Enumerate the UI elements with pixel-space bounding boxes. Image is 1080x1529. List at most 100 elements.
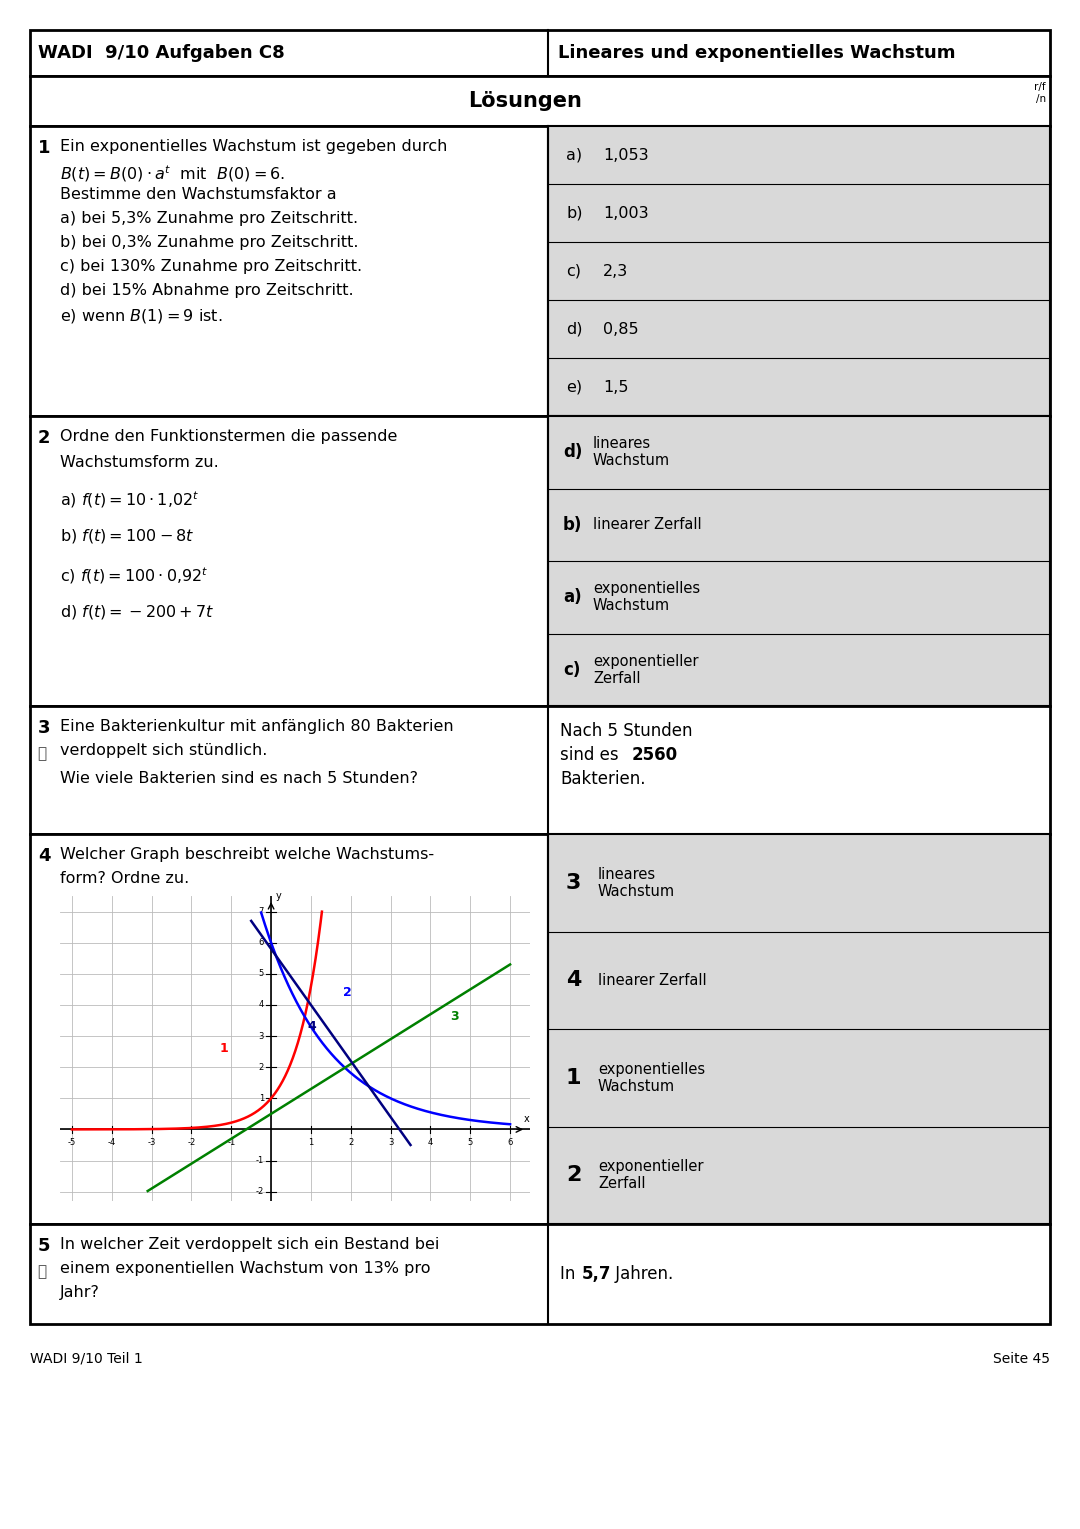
Text: 4: 4: [259, 1000, 264, 1009]
Text: a): a): [566, 147, 582, 162]
Text: 2: 2: [342, 986, 352, 998]
Text: exponentieller
Zerfall: exponentieller Zerfall: [598, 1159, 703, 1191]
Text: Bestimme den Wachstumsfaktor a: Bestimme den Wachstumsfaktor a: [60, 187, 337, 202]
Text: 2: 2: [259, 1063, 264, 1072]
Text: 2: 2: [566, 1165, 581, 1185]
Text: $B(t) = B(0) \cdot a^t$  mit  $B(0) = 6.$: $B(t) = B(0) \cdot a^t$ mit $B(0) = 6.$: [60, 164, 285, 183]
Text: -1: -1: [227, 1138, 235, 1147]
Text: exponentieller
Zerfall: exponentieller Zerfall: [593, 653, 699, 687]
Text: e): e): [566, 379, 582, 394]
Bar: [548, 833, 1050, 1225]
Text: Jahren.: Jahren.: [610, 1264, 673, 1283]
Text: 4: 4: [428, 1138, 433, 1147]
Text: c) $f(t) = 100 \cdot 0{,}92^t$: c) $f(t) = 100 \cdot 0{,}92^t$: [60, 566, 208, 586]
Text: 1,003: 1,003: [603, 205, 649, 220]
Text: form? Ordne zu.: form? Ordne zu.: [60, 872, 189, 885]
Text: 3: 3: [450, 1011, 459, 1023]
Text: 1: 1: [219, 1041, 228, 1055]
Text: Jahr?: Jahr?: [60, 1284, 99, 1300]
Text: 4: 4: [307, 1020, 315, 1032]
Text: WADI 9/10 Teil 1: WADI 9/10 Teil 1: [30, 1352, 143, 1365]
Text: 5,7: 5,7: [582, 1264, 611, 1283]
Text: WADI  9/10 Aufgaben C8: WADI 9/10 Aufgaben C8: [38, 44, 285, 63]
Text: 4: 4: [566, 971, 581, 991]
Text: c) bei 130% Zunahme pro Zeitschritt.: c) bei 130% Zunahme pro Zeitschritt.: [60, 258, 362, 274]
Text: -2: -2: [256, 1187, 264, 1196]
Text: x: x: [524, 1113, 530, 1124]
Text: 2: 2: [348, 1138, 353, 1147]
Text: b): b): [566, 205, 582, 220]
Text: 1: 1: [566, 1067, 581, 1087]
Text: b): b): [563, 515, 582, 534]
Text: -2: -2: [187, 1138, 195, 1147]
Text: 2,3: 2,3: [603, 263, 629, 278]
Text: 1: 1: [308, 1138, 313, 1147]
Bar: [30, 31, 1050, 76]
Text: a): a): [563, 589, 582, 607]
Text: Eine Bakterienkultur mit anfänglich 80 Bakterien: Eine Bakterienkultur mit anfänglich 80 B…: [60, 719, 454, 734]
Text: 1,5: 1,5: [603, 379, 629, 394]
Bar: [548, 125, 1050, 416]
Text: 1: 1: [38, 139, 51, 157]
Bar: [30, 125, 1050, 416]
Text: ⌹: ⌹: [37, 746, 46, 761]
Text: linearer Zerfall: linearer Zerfall: [598, 972, 706, 988]
Text: 5: 5: [468, 1138, 473, 1147]
Text: 5: 5: [38, 1237, 51, 1255]
Text: d): d): [566, 321, 582, 336]
Text: sind es: sind es: [561, 746, 630, 764]
Text: lineares
Wachstum: lineares Wachstum: [598, 867, 675, 899]
Text: 0,85: 0,85: [603, 321, 638, 336]
Text: y: y: [275, 891, 282, 901]
Text: Ein exponentielles Wachstum ist gegeben durch: Ein exponentielles Wachstum ist gegeben …: [60, 139, 447, 154]
Text: 2: 2: [38, 430, 51, 446]
Text: einem exponentiellen Wachstum von 13% pro: einem exponentiellen Wachstum von 13% pr…: [60, 1261, 431, 1277]
Text: lineares
Wachstum: lineares Wachstum: [593, 436, 670, 468]
Text: Lineares und exponentielles Wachstum: Lineares und exponentielles Wachstum: [558, 44, 956, 63]
Text: 1: 1: [259, 1093, 264, 1102]
Text: exponentielles
Wachstum: exponentielles Wachstum: [593, 581, 700, 613]
Text: Seite 45: Seite 45: [993, 1352, 1050, 1365]
Text: 3: 3: [566, 873, 581, 893]
Text: Wie viele Bakterien sind es nach 5 Stunden?: Wie viele Bakterien sind es nach 5 Stund…: [60, 771, 418, 786]
Text: r/f
/n: r/f /n: [1035, 83, 1047, 104]
Text: ⌹: ⌹: [37, 1264, 46, 1278]
Bar: [30, 833, 1050, 1225]
Text: 6: 6: [508, 1138, 513, 1147]
Text: 6: 6: [258, 939, 264, 946]
Text: d) $f(t) = -200 + 7t$: d) $f(t) = -200 + 7t$: [60, 602, 214, 621]
Text: verdoppelt sich stündlich.: verdoppelt sich stündlich.: [60, 743, 268, 758]
Text: linearer Zerfall: linearer Zerfall: [593, 517, 702, 532]
Text: exponentielles
Wachstum: exponentielles Wachstum: [598, 1061, 705, 1093]
Text: 5: 5: [259, 969, 264, 979]
Text: a) bei 5,3% Zunahme pro Zeitschritt.: a) bei 5,3% Zunahme pro Zeitschritt.: [60, 211, 359, 226]
Bar: [30, 1225, 1050, 1324]
Text: c): c): [563, 661, 580, 679]
Text: Ordne den Funktionstermen die passende: Ordne den Funktionstermen die passende: [60, 430, 397, 443]
Text: e) wenn $B(1) = 9$ ist.: e) wenn $B(1) = 9$ ist.: [60, 307, 222, 326]
Text: -4: -4: [108, 1138, 116, 1147]
Text: -3: -3: [148, 1138, 156, 1147]
Text: Wachstumsform zu.: Wachstumsform zu.: [60, 456, 219, 469]
Text: In: In: [561, 1264, 581, 1283]
Text: 2560: 2560: [632, 746, 678, 764]
Text: b) bei 0,3% Zunahme pro Zeitschritt.: b) bei 0,3% Zunahme pro Zeitschritt.: [60, 235, 359, 251]
Text: -5: -5: [68, 1138, 76, 1147]
Text: Nach 5 Stunden: Nach 5 Stunden: [561, 722, 692, 740]
Text: d): d): [563, 443, 582, 462]
Text: 1,053: 1,053: [603, 147, 649, 162]
Text: 7: 7: [258, 907, 264, 916]
Text: a) $f(t) = 10 \cdot 1{,}02^t$: a) $f(t) = 10 \cdot 1{,}02^t$: [60, 489, 200, 509]
Bar: [30, 416, 1050, 706]
Text: 3: 3: [38, 719, 51, 737]
Text: Bakterien.: Bakterien.: [561, 771, 646, 787]
Text: -1: -1: [256, 1156, 264, 1165]
Text: b) $f(t) = 100 - 8t$: b) $f(t) = 100 - 8t$: [60, 528, 194, 544]
Text: 3: 3: [388, 1138, 393, 1147]
Text: 4: 4: [38, 847, 51, 865]
Text: d) bei 15% Abnahme pro Zeitschritt.: d) bei 15% Abnahme pro Zeitschritt.: [60, 283, 353, 298]
Text: Lösungen: Lösungen: [468, 92, 582, 112]
Bar: [30, 706, 1050, 833]
Bar: [30, 76, 1050, 125]
Text: 3: 3: [258, 1032, 264, 1041]
